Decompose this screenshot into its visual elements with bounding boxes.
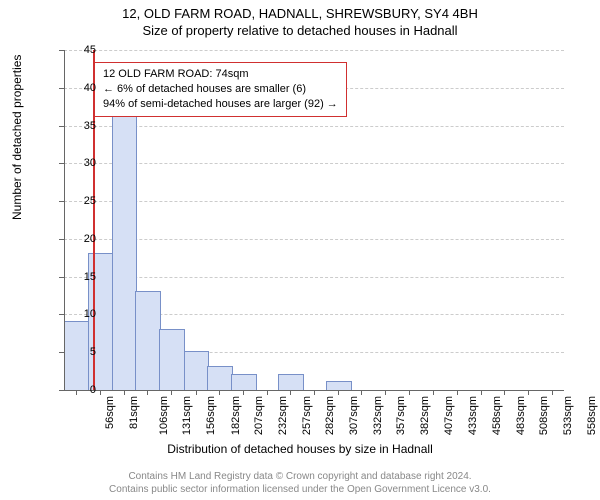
gridline: [64, 50, 564, 52]
x-tick-label: 282sqm: [324, 396, 336, 435]
x-tick-label: 131sqm: [181, 396, 193, 435]
gridline: [64, 277, 564, 279]
x-axis-line: [64, 390, 564, 391]
x-tick-label: 81sqm: [128, 396, 140, 429]
title-line-2: Size of property relative to detached ho…: [0, 23, 600, 40]
footer-line-1: Contains HM Land Registry data © Crown c…: [0, 471, 600, 484]
x-tick-label: 508sqm: [538, 396, 550, 435]
y-tick-label: 20: [56, 233, 96, 245]
y-tick-label: 10: [56, 308, 96, 320]
footer: Contains HM Land Registry data © Crown c…: [0, 471, 600, 496]
plot-area: 12 OLD FARM ROAD: 74sqm← 6% of detached …: [64, 50, 564, 390]
title-line-1: 12, OLD FARM ROAD, HADNALL, SHREWSBURY, …: [0, 6, 600, 23]
x-tick-label: 207sqm: [253, 396, 265, 435]
histogram-bar: [135, 291, 161, 390]
x-tick-label: 106sqm: [158, 396, 170, 435]
gridline: [64, 126, 564, 128]
x-tick-label: 382sqm: [419, 396, 431, 435]
x-tick-label: 232sqm: [277, 396, 289, 435]
histogram-bar: [159, 329, 185, 390]
y-tick-label: 15: [56, 271, 96, 283]
histogram-bar: [207, 366, 233, 390]
x-tick-label: 458sqm: [491, 396, 503, 435]
x-tick-label: 182sqm: [230, 396, 242, 435]
gridline: [64, 163, 564, 165]
chart-area: 12 OLD FARM ROAD: 74sqm← 6% of detached …: [64, 50, 564, 390]
annotation-box: 12 OLD FARM ROAD: 74sqm← 6% of detached …: [94, 62, 347, 117]
y-tick-label: 45: [56, 44, 96, 56]
x-tick-label: 332sqm: [372, 396, 384, 435]
y-axis-label: Number of detached properties: [10, 55, 24, 220]
annotation-line: 94% of semi-detached houses are larger (…: [103, 97, 338, 112]
y-tick-label: 40: [56, 82, 96, 94]
x-tick-label: 156sqm: [205, 396, 217, 435]
x-tick-label: 257sqm: [301, 396, 313, 435]
gridline: [64, 201, 564, 203]
footer-line-2: Contains public sector information licen…: [0, 484, 600, 497]
y-tick-label: 30: [56, 157, 96, 169]
chart-container: 12, OLD FARM ROAD, HADNALL, SHREWSBURY, …: [0, 0, 600, 500]
x-tick-label: 433sqm: [467, 396, 479, 435]
x-tick-label: 307sqm: [348, 396, 360, 435]
x-tick-label: 483sqm: [515, 396, 527, 435]
annotation-line: 12 OLD FARM ROAD: 74sqm: [103, 67, 338, 82]
histogram-bar: [112, 102, 138, 390]
y-tick-label: 0: [56, 384, 96, 396]
gridline: [64, 239, 564, 241]
histogram-bar: [278, 374, 304, 390]
x-tick-label: 56sqm: [104, 396, 116, 429]
histogram-bar: [326, 381, 352, 390]
y-tick-label: 25: [56, 195, 96, 207]
histogram-bar: [184, 351, 210, 390]
annotation-line: ← 6% of detached houses are smaller (6): [103, 82, 338, 97]
x-axis-label: Distribution of detached houses by size …: [0, 442, 600, 456]
y-tick-label: 35: [56, 120, 96, 132]
chart-title: 12, OLD FARM ROAD, HADNALL, SHREWSBURY, …: [0, 0, 600, 40]
x-tick-label: 533sqm: [562, 396, 574, 435]
x-tick-label: 558sqm: [586, 396, 598, 435]
x-tick-label: 407sqm: [443, 396, 455, 435]
histogram-bar: [231, 374, 257, 390]
y-tick-label: 5: [56, 346, 96, 358]
x-tick-label: 357sqm: [395, 396, 407, 435]
y-axis-line: [64, 50, 65, 390]
